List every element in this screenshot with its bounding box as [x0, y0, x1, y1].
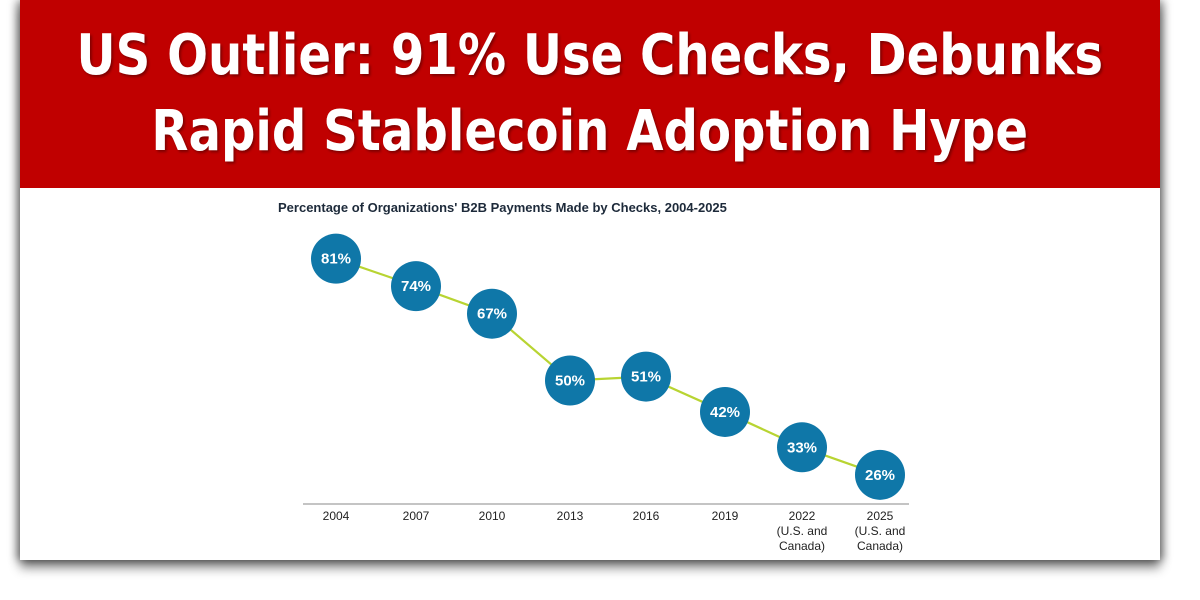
- x-tick-label: 2013: [557, 509, 584, 523]
- x-tick-label: 2025: [867, 509, 894, 523]
- x-tick-label: 2019: [712, 509, 739, 523]
- data-label: 26%: [865, 467, 895, 484]
- data-point-marker: [467, 288, 517, 339]
- card: US Outlier: 91% Use Checks, Debunks Rapi…: [20, 0, 1160, 560]
- data-point-marker: [391, 261, 441, 312]
- x-tick-label: 2016: [633, 509, 660, 523]
- data-point-marker: [855, 449, 905, 500]
- data-label: 33%: [787, 439, 817, 456]
- data-point-marker: [545, 355, 595, 406]
- x-tick-label: 2022: [789, 509, 816, 523]
- line-chart: 81% 74% 67% 50% 51% 42% 33% 26% 2004 2007 2010 2013…: [303, 233, 909, 553]
- headline-banner: US Outlier: 91% Use Checks, Debunks Rapi…: [20, 0, 1160, 188]
- headline-line-2: Rapid Stablecoin Adoption Hype: [151, 99, 1029, 164]
- x-tick-label: Canada): [779, 539, 825, 553]
- data-label: 74%: [401, 278, 431, 295]
- data-point-marker: [777, 422, 827, 473]
- x-tick-label: (U.S. and: [855, 524, 906, 538]
- x-tick-label: Canada): [857, 539, 903, 553]
- data-label: 81%: [321, 251, 351, 268]
- data-label: 67%: [477, 306, 507, 323]
- data-label: 42%: [710, 404, 740, 421]
- chart-title: Percentage of Organizations' B2B Payment…: [278, 200, 727, 215]
- x-tick-label: 2010: [479, 509, 506, 523]
- x-tick-label: (U.S. and: [777, 524, 828, 538]
- x-tick-label: 2007: [403, 509, 430, 523]
- headline-line-1: US Outlier: 91% Use Checks, Debunks: [76, 23, 1104, 88]
- data-label: 50%: [555, 373, 585, 390]
- data-point-marker: [621, 351, 671, 402]
- data-point-marker: [700, 386, 750, 437]
- x-tick-label: 2004: [323, 509, 350, 523]
- data-label: 51%: [631, 369, 661, 386]
- data-point-marker: [311, 233, 361, 284]
